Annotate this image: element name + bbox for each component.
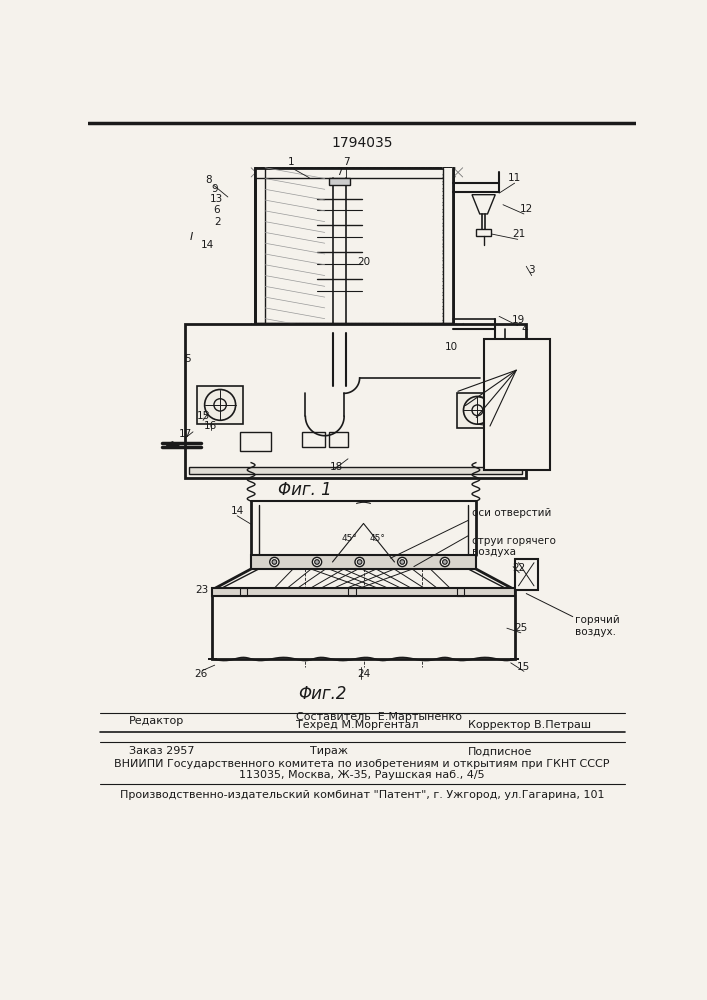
Text: Φиг.2: Φиг.2: [298, 685, 346, 703]
Text: 7: 7: [336, 167, 343, 177]
Text: 2: 2: [214, 217, 221, 227]
Text: Подписное: Подписное: [468, 746, 532, 756]
Circle shape: [357, 560, 362, 564]
Text: 22: 22: [513, 563, 526, 573]
Text: 9: 9: [211, 184, 218, 194]
Text: оси отверстий: оси отверстий: [472, 508, 551, 518]
Circle shape: [270, 557, 279, 567]
Text: 45°: 45°: [370, 534, 385, 543]
Text: Корректор В.Петраш: Корректор В.Петраш: [468, 720, 591, 730]
Text: 23: 23: [196, 585, 209, 595]
Circle shape: [315, 560, 320, 564]
Bar: [329, 178, 351, 185]
Text: 8: 8: [205, 175, 212, 185]
Bar: [515, 559, 538, 590]
Bar: [185, 324, 526, 478]
Text: 24: 24: [357, 669, 370, 679]
Text: 19: 19: [512, 315, 525, 325]
Bar: [329, 432, 348, 447]
Circle shape: [355, 557, 364, 567]
Text: 25: 25: [514, 623, 527, 633]
Bar: [348, 588, 356, 596]
Text: 26: 26: [194, 669, 207, 679]
Circle shape: [272, 560, 276, 564]
Bar: [301, 432, 325, 447]
Text: струи горячего
воздуха: струи горячего воздуха: [472, 536, 556, 557]
Text: I: I: [189, 232, 193, 242]
Text: 11: 11: [508, 173, 521, 183]
Circle shape: [397, 557, 407, 567]
Text: 113035, Москва, Ж-35, Раушская наб., 4/5: 113035, Москва, Ж-35, Раушская наб., 4/5: [239, 770, 485, 780]
Text: горячий
воздух.: горячий воздух.: [575, 615, 620, 637]
Bar: [240, 432, 271, 451]
Circle shape: [400, 560, 404, 564]
Polygon shape: [329, 386, 351, 401]
Text: 14: 14: [200, 240, 214, 250]
Bar: [457, 393, 499, 428]
Text: Тираж: Тираж: [310, 746, 348, 756]
Circle shape: [312, 557, 322, 567]
Text: 20: 20: [357, 257, 370, 267]
Text: 12: 12: [520, 204, 533, 214]
Circle shape: [443, 560, 448, 564]
Text: 16: 16: [204, 421, 218, 431]
Bar: [255, 168, 452, 333]
Text: 10: 10: [445, 342, 457, 352]
Text: 21: 21: [512, 229, 525, 239]
Text: 45°: 45°: [341, 534, 358, 543]
Bar: [255, 323, 452, 333]
Bar: [197, 386, 243, 424]
Bar: [240, 588, 247, 596]
Text: Составитель  Е.Мартыненко: Составитель Е.Мартыненко: [296, 712, 462, 722]
Bar: [443, 168, 452, 333]
Bar: [251, 555, 476, 569]
Text: ВНИИПИ Государственного комитета по изобретениям и открытиям при ГКНТ СССР: ВНИИПИ Государственного комитета по изоб…: [115, 759, 609, 769]
Text: 5: 5: [185, 354, 191, 364]
Text: Φиг. 1: Φиг. 1: [279, 481, 332, 499]
Text: 15: 15: [518, 662, 530, 672]
Bar: [212, 590, 515, 659]
Text: 13: 13: [209, 194, 223, 204]
Circle shape: [440, 557, 450, 567]
Text: 14: 14: [230, 506, 244, 516]
Bar: [189, 466, 522, 474]
Polygon shape: [472, 195, 495, 214]
Text: Производственно-издательский комбинат "Патент", г. Ужгород, ул.Гагарина, 101: Производственно-издательский комбинат "П…: [119, 790, 604, 800]
Text: 17: 17: [179, 429, 192, 439]
Text: 3: 3: [528, 265, 535, 275]
Bar: [457, 588, 464, 596]
Bar: [255, 168, 452, 178]
Text: 18: 18: [329, 462, 343, 472]
Text: Заказ 2957: Заказ 2957: [129, 746, 194, 756]
Text: 6: 6: [213, 205, 220, 215]
Text: 4: 4: [521, 324, 528, 334]
Text: Редактор: Редактор: [129, 716, 184, 726]
Text: 1: 1: [288, 157, 295, 167]
Text: Техред М.Моргентал: Техред М.Моргентал: [296, 720, 419, 730]
Text: 1794035: 1794035: [331, 136, 392, 150]
Text: 15: 15: [197, 411, 210, 421]
Bar: [476, 229, 491, 235]
Bar: [212, 588, 515, 596]
Text: 7: 7: [343, 157, 350, 167]
Bar: [484, 339, 549, 470]
